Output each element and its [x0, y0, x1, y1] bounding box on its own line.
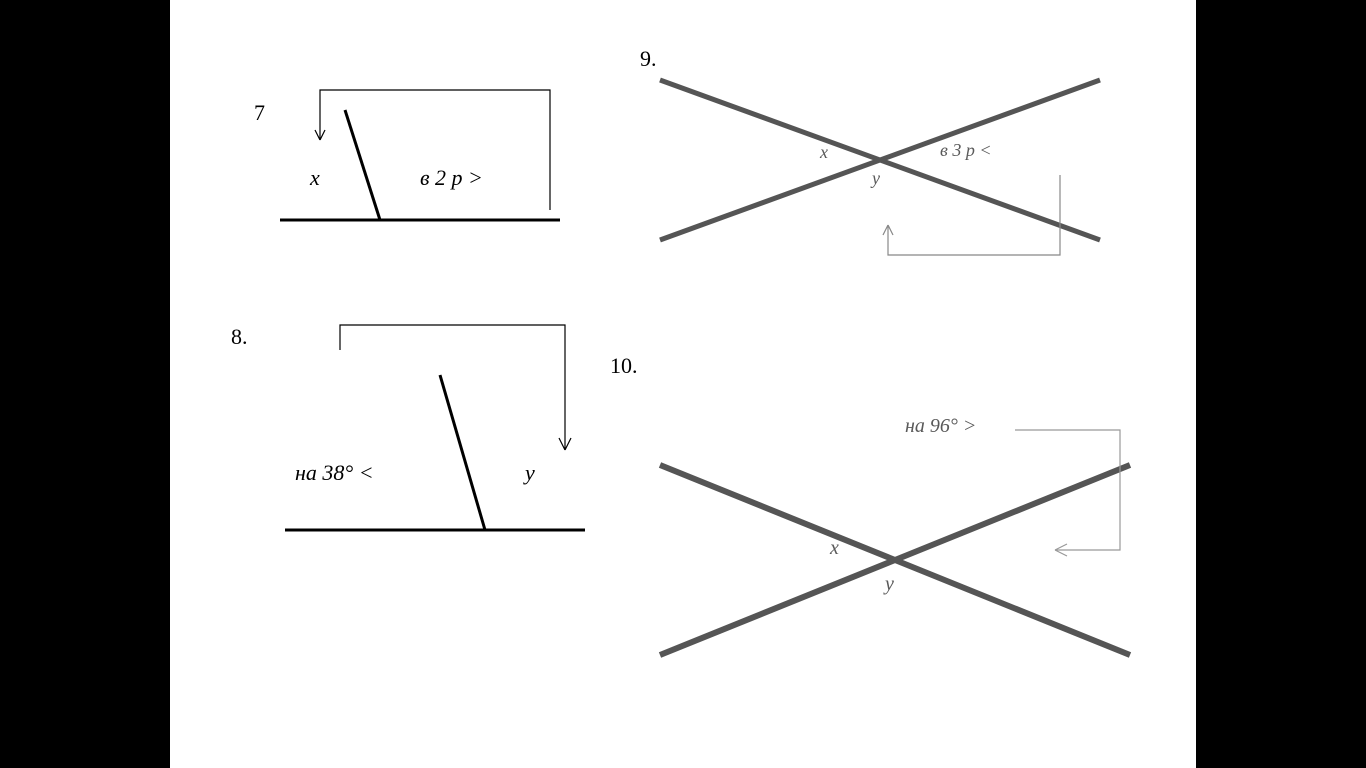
- problem-8-label-y: y: [525, 460, 535, 486]
- problem-8-diagram: на 38° < y: [285, 320, 605, 540]
- problem-8-svg: [285, 320, 605, 540]
- problem-9-svg: [640, 60, 1120, 300]
- problem-10-diagram: на 96° > x y: [640, 395, 1160, 705]
- problem-7-svg: [280, 80, 570, 230]
- problem-10-label-x: x: [830, 537, 839, 560]
- problem-10-label-top: на 96° >: [905, 415, 976, 438]
- problem-8-label-left: на 38° <: [295, 460, 374, 486]
- problem-7-label-x: x: [310, 165, 320, 191]
- problem-10-number: 10.: [610, 353, 638, 379]
- problem-9-label-x: x: [820, 142, 828, 163]
- problem-7-diagram: x в 2 р >: [280, 80, 570, 230]
- problem-10-label-y: y: [885, 573, 894, 596]
- problem-10-svg: [640, 395, 1160, 705]
- problem-7-number: 7: [254, 100, 265, 126]
- page-area: 7 x в 2 р > 8. на 38° < y: [170, 0, 1196, 768]
- problem-8-number: 8.: [231, 324, 248, 350]
- problem-7-label-right: в 2 р >: [420, 165, 483, 191]
- problem-9-label-y: y: [872, 168, 880, 189]
- problem-9-diagram: x y в 3 р <: [640, 60, 1120, 300]
- problem-9-label-right: в 3 р <: [940, 140, 991, 161]
